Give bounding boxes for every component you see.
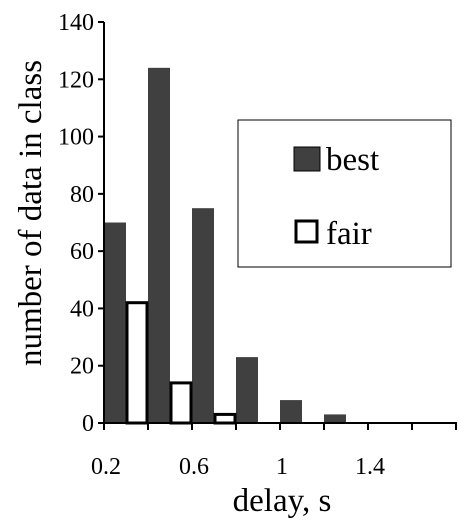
bar-best-0 — [104, 222, 126, 423]
y-tick-label-6: 120 — [58, 67, 94, 93]
x-tick-label-1: 0.6 — [179, 454, 209, 480]
legend: best fair — [237, 119, 452, 268]
legend-box — [237, 119, 452, 268]
x-axis-title: delay, s — [233, 483, 332, 519]
y-tick-label-1: 20 — [70, 354, 94, 380]
legend-swatch-best — [293, 146, 321, 172]
y-tick-label-7: 140 — [58, 10, 94, 36]
y-tick-label-0: 0 — [82, 411, 94, 437]
y-tick-label-5: 100 — [58, 125, 94, 151]
bar-fair-0 — [125, 301, 149, 425]
bar-best-3 — [236, 357, 258, 423]
bar-best-5 — [324, 414, 346, 423]
y-tick-label-3: 60 — [70, 239, 94, 265]
legend-label-fair: fair — [326, 216, 372, 252]
legend-swatch-fair — [294, 219, 319, 244]
ticks-layer — [98, 21, 457, 430]
bar-fair-2 — [213, 412, 237, 425]
y-tick-label-4: 80 — [70, 182, 94, 208]
bar-best-2 — [192, 208, 214, 423]
bar-best-4 — [280, 400, 302, 423]
y-tick-label-2: 40 — [70, 296, 94, 322]
bars-layer — [104, 67, 346, 425]
x-tick-label-3: 1.4 — [355, 454, 385, 480]
bar-best-1 — [148, 67, 170, 423]
labels-layer: 0 20 40 60 80 100 120 140 0.2 0.6 1 1.4 — [58, 10, 385, 480]
y-axis-title: number of data in class — [13, 60, 49, 366]
x-tick-label-0: 0.2 — [91, 454, 121, 480]
x-tick-label-2: 1 — [276, 454, 288, 480]
bar-fair-1 — [169, 381, 193, 425]
legend-label-best: best — [326, 142, 379, 178]
